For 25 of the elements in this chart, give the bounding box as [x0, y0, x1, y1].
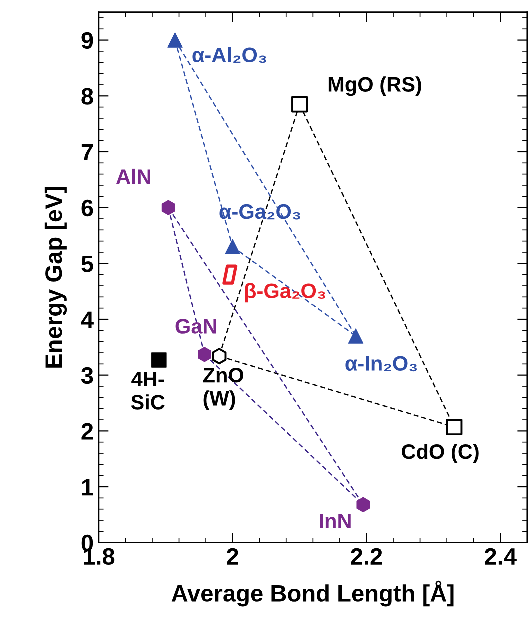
series-label: MgO (RS): [328, 76, 422, 96]
series-label: 4H- SiC: [131, 372, 165, 410]
y-tick-label: 4: [81, 312, 94, 328]
y-tick-label: 7: [82, 144, 94, 161]
series-label: α-Al₂O₃: [192, 47, 266, 64]
y-axis-title: Energy Gap [eV]: [44, 187, 68, 368]
series-label: GaN: [176, 319, 216, 334]
legend-label: CdO (C): [402, 444, 479, 464]
y-tick-label: 1: [82, 479, 94, 496]
x-tick-label: 2.2: [351, 548, 382, 565]
y-tick-label: 8: [82, 88, 94, 105]
series-label: β-Ga₂O₃: [245, 283, 326, 303]
series-label: ZnO (W): [203, 368, 244, 410]
y-tick-label: 9: [82, 32, 94, 50]
y-tick-label: 3: [81, 367, 94, 384]
series-label: InN: [320, 514, 351, 528]
series-label: α-In₂O₃: [346, 356, 418, 372]
series-label: AlN: [116, 168, 150, 184]
y-tick-label: 2: [82, 423, 94, 440]
y-tick-label: 5: [82, 256, 94, 272]
series-label: α-Ga₂O₃: [220, 204, 300, 220]
x-tick-label: 2: [227, 548, 238, 565]
x-axis-title: Average Bond Length [Å]: [172, 580, 454, 607]
x-tick-label: 2.4: [485, 548, 517, 565]
y-tick-label: 6: [82, 200, 94, 217]
